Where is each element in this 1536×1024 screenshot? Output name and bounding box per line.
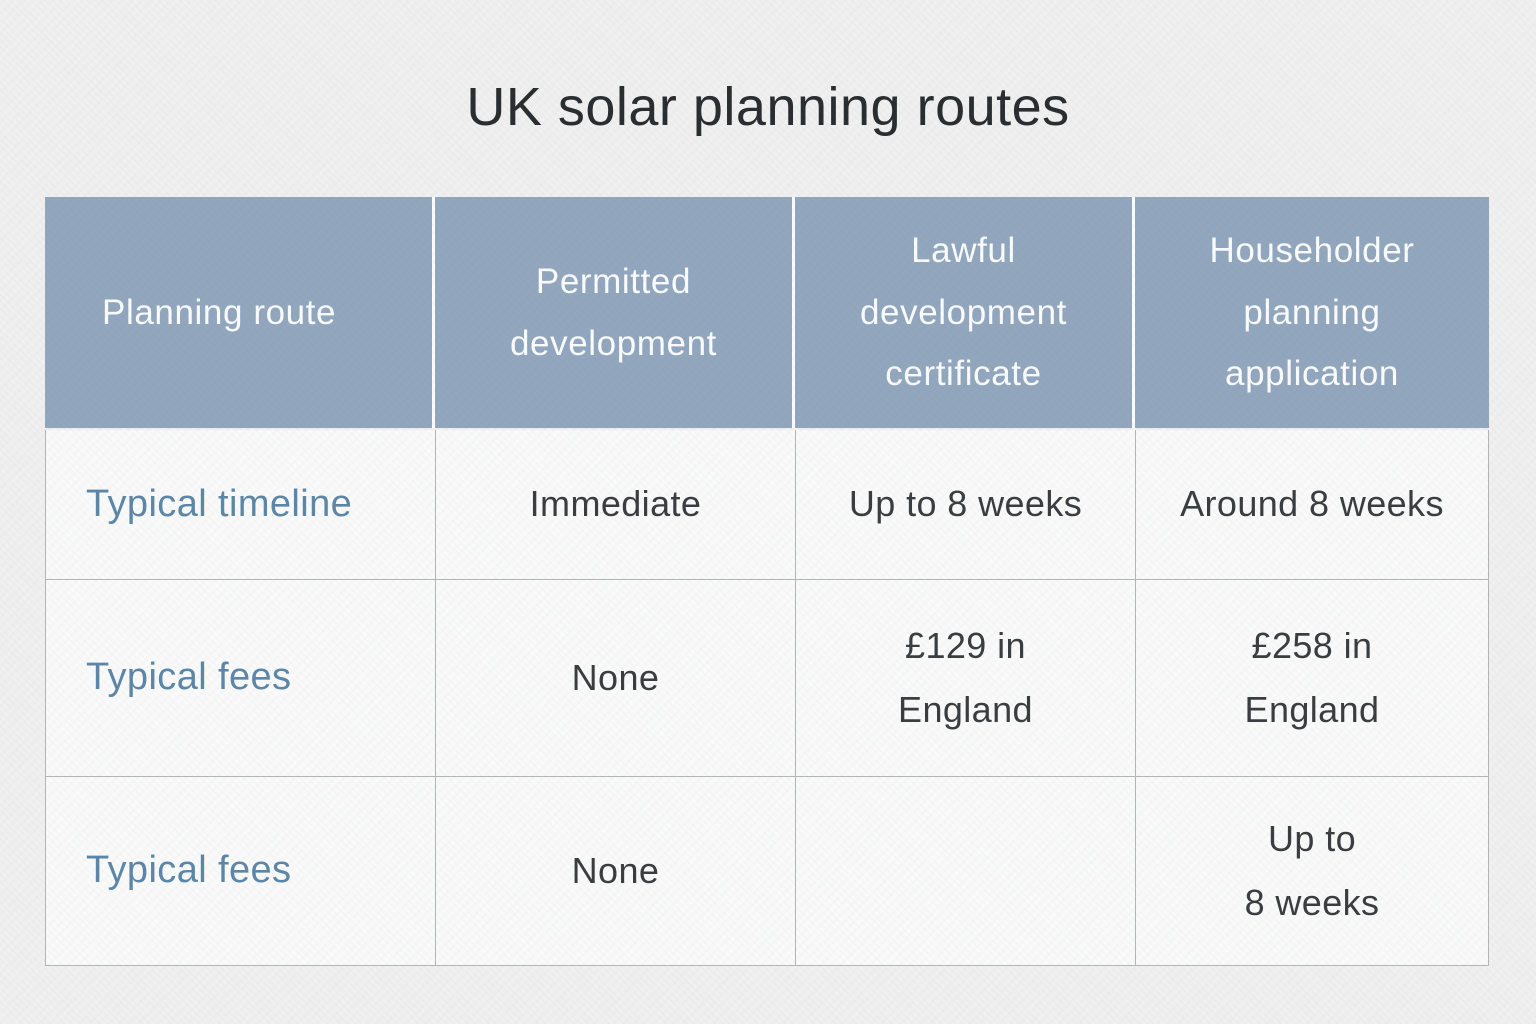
header-cell-planning-route: Planning route [45,197,435,428]
cell-timeline-lawful-development-certificate: Up to 8 weeks [796,430,1136,579]
table-header-row: Planning route Permitted development Law… [45,197,1489,428]
page-title: UK solar planning routes [466,77,1070,137]
header-cell-lawful-development-certificate: Lawful development certificate [795,197,1135,428]
header-cell-householder-planning-application: Householder planning application [1135,197,1489,428]
header-cell-permitted-development: Permitted development [435,197,795,428]
cell-fees-lawful-development-certificate: £129 in England [796,579,1136,776]
cell-fees2-householder-planning-application: Up to 8 weeks [1136,776,1488,965]
cell-fees-permitted-development: None [436,579,796,776]
cell-fees2-lawful-development-certificate [796,776,1136,965]
cell-timeline-permitted-development: Immediate [436,430,796,579]
cell-fees2-permitted-development: None [436,776,796,965]
table-body: Typical timeline Immediate Up to 8 weeks… [45,430,1489,966]
row-label-typical-fees-2: Typical fees [46,776,436,965]
row-label-typical-timeline: Typical timeline [46,430,436,579]
row-label-typical-fees: Typical fees [46,579,436,776]
planning-routes-table: Planning route Permitted development Law… [45,197,1489,966]
cell-timeline-householder-planning-application: Around 8 weeks [1136,430,1488,579]
cell-fees-householder-planning-application: £258 in England [1136,579,1488,776]
